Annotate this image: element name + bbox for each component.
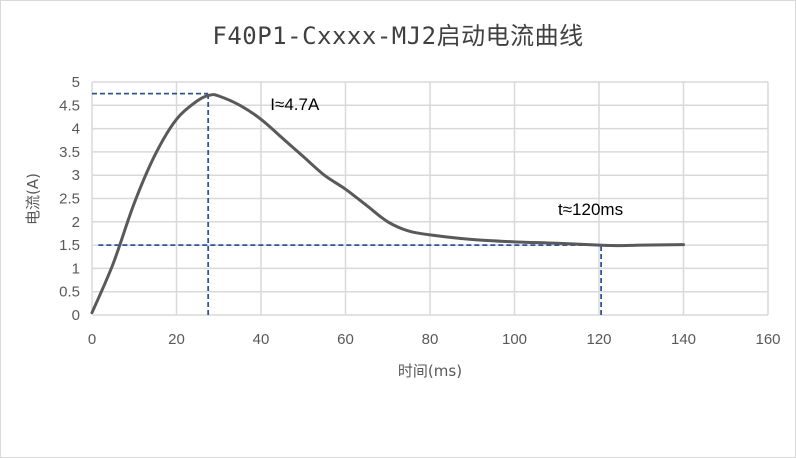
y-tick-label: 3.5	[59, 144, 80, 161]
y-tick-label: 0.5	[59, 284, 80, 301]
y-tick-label: 2.5	[59, 191, 80, 208]
y-tick-label: 5	[72, 74, 80, 91]
reference-lines	[92, 92, 603, 315]
x-tick-label: 100	[502, 331, 527, 348]
annotation-label: I≈4.7A	[270, 95, 320, 114]
x-tick-label: 160	[755, 331, 780, 348]
x-tick-label: 60	[337, 331, 354, 348]
chart-title: F40P1-Cxxxx-MJ2启动电流曲线	[212, 22, 584, 50]
y-tick-label: 3	[72, 167, 80, 184]
x-axis-title: 时间(ms)	[398, 362, 462, 380]
annotations: I≈4.7A t≈120ms	[270, 95, 623, 219]
x-tick-label: 40	[253, 331, 270, 348]
y-tick-label: 4	[72, 121, 80, 138]
x-tick-label: 120	[586, 331, 611, 348]
x-tick-label: 20	[168, 331, 185, 348]
y-tick-label: 0	[72, 307, 80, 324]
annotation-label: t≈120ms	[558, 200, 623, 219]
x-axis-ticks: 0 20 40 60 80 100 120 140 160	[88, 331, 781, 348]
y-tick-label: 4.5	[59, 97, 80, 114]
gridlines	[91, 81, 769, 316]
y-axis-ticks: 0 0.5 1 1.5 2 2.5 3 3.5 4 4.5 5	[59, 74, 80, 324]
x-tick-label: 80	[422, 331, 439, 348]
y-tick-label: 1.5	[59, 237, 80, 254]
y-tick-label: 1	[72, 260, 80, 277]
current-curve	[90, 93, 685, 315]
y-tick-label: 2	[72, 214, 80, 231]
x-tick-label: 140	[671, 331, 696, 348]
x-tick-label: 0	[88, 331, 96, 348]
y-axis-title: 电流(A)	[24, 173, 42, 225]
